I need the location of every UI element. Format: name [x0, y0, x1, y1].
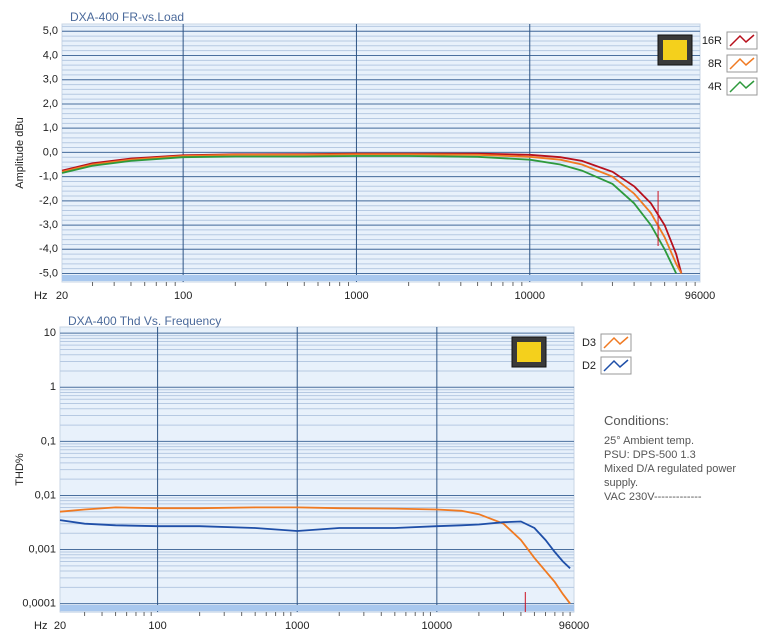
y-tick-label: 1,0	[43, 122, 58, 134]
scroll-strip	[62, 275, 700, 281]
y-tick-label: 3,0	[43, 74, 58, 86]
condition: VAC 230V-------------	[604, 491, 702, 503]
y-tick-label: 0,001	[28, 543, 56, 555]
x-tick-label: 1000	[344, 290, 368, 302]
x-tick-label: 100	[148, 620, 166, 632]
conditions: Conditions: 25° Ambient temp. PSU: DPS-5…	[604, 414, 764, 504]
legend-swatch	[603, 359, 629, 372]
y-tick-label: 2,0	[43, 98, 58, 110]
labview-icon-inner	[663, 40, 687, 60]
x-axis-label: Hz	[34, 620, 47, 632]
legend-box	[726, 54, 758, 73]
x-tick-label: 10000	[422, 620, 453, 632]
x-tick-label: 20	[56, 290, 68, 302]
condition: PSU: DPS-500 1.3	[604, 449, 696, 461]
legend-box	[600, 356, 632, 375]
legend-swatch	[729, 80, 755, 93]
legend-label: 16R	[702, 35, 722, 47]
y-tick-label: 0,0001	[22, 598, 56, 610]
legend-label: 8R	[708, 58, 722, 70]
legend-box	[600, 333, 632, 352]
legend-box	[726, 31, 758, 50]
y-tick-label: 1	[50, 381, 56, 393]
y-tick-label: -4,0	[39, 243, 58, 255]
y-tick-label: 0,01	[35, 489, 56, 501]
y-tick-label: -2,0	[39, 195, 58, 207]
legend-box	[726, 77, 758, 96]
y-tick-label: 0,1	[41, 435, 56, 447]
conditions-title: Conditions:	[604, 413, 670, 428]
condition: 25° Ambient temp.	[604, 435, 695, 447]
condition: Mixed D/A regulated power supply.	[604, 463, 737, 489]
x-tick-label: 10000	[514, 290, 545, 302]
labview-icon-inner	[517, 342, 541, 362]
legend-label: 4R	[708, 81, 722, 93]
chart-title: DXA-400 FR-vs.Load	[70, 10, 184, 24]
x-tick-label: 1000	[285, 620, 309, 632]
chart-title: DXA-400 Thd Vs. Frequency	[68, 314, 221, 328]
series-line	[61, 153, 683, 274]
legend-label: D3	[582, 337, 596, 349]
x-tick-label: 96000	[685, 290, 716, 302]
x-tick-label: 20	[54, 620, 66, 632]
y-axis-label: Amplitude dBu	[14, 117, 26, 189]
y-tick-label: -1,0	[39, 171, 58, 183]
series-line	[61, 155, 678, 274]
legend-label: D2	[582, 360, 596, 372]
x-tick-label: 96000	[559, 620, 590, 632]
y-tick-label: 10	[44, 327, 56, 339]
y-axis-label: THD%	[14, 453, 26, 486]
scroll-strip	[60, 605, 574, 611]
legend-swatch	[729, 34, 755, 47]
legend-swatch	[729, 57, 755, 70]
legend-swatch	[603, 336, 629, 349]
y-tick-label: -5,0	[39, 267, 58, 279]
x-axis-label: Hz	[34, 290, 47, 302]
y-tick-label: -3,0	[39, 219, 58, 231]
series-line	[59, 519, 571, 569]
y-tick-label: 4,0	[43, 49, 58, 61]
y-tick-label: 0,0	[43, 146, 58, 158]
x-tick-label: 100	[174, 290, 192, 302]
series-line	[59, 506, 571, 605]
y-tick-label: 5,0	[43, 25, 58, 37]
